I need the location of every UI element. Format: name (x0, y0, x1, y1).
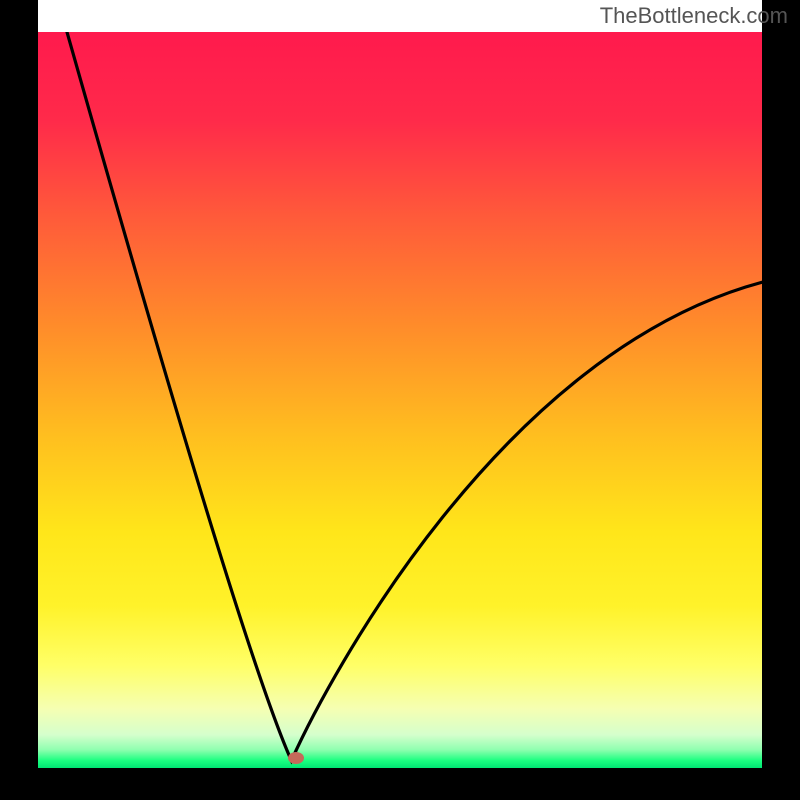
chart-plot-area (38, 32, 762, 768)
bottleneck-curve (38, 32, 762, 768)
frame-border-right (762, 0, 800, 800)
watermark-text: TheBottleneck.com (600, 3, 788, 29)
frame-border-left (0, 0, 38, 800)
optimal-point-marker (288, 752, 304, 764)
chart-frame: TheBottleneck.com (0, 0, 800, 800)
frame-border-bottom (0, 768, 800, 800)
